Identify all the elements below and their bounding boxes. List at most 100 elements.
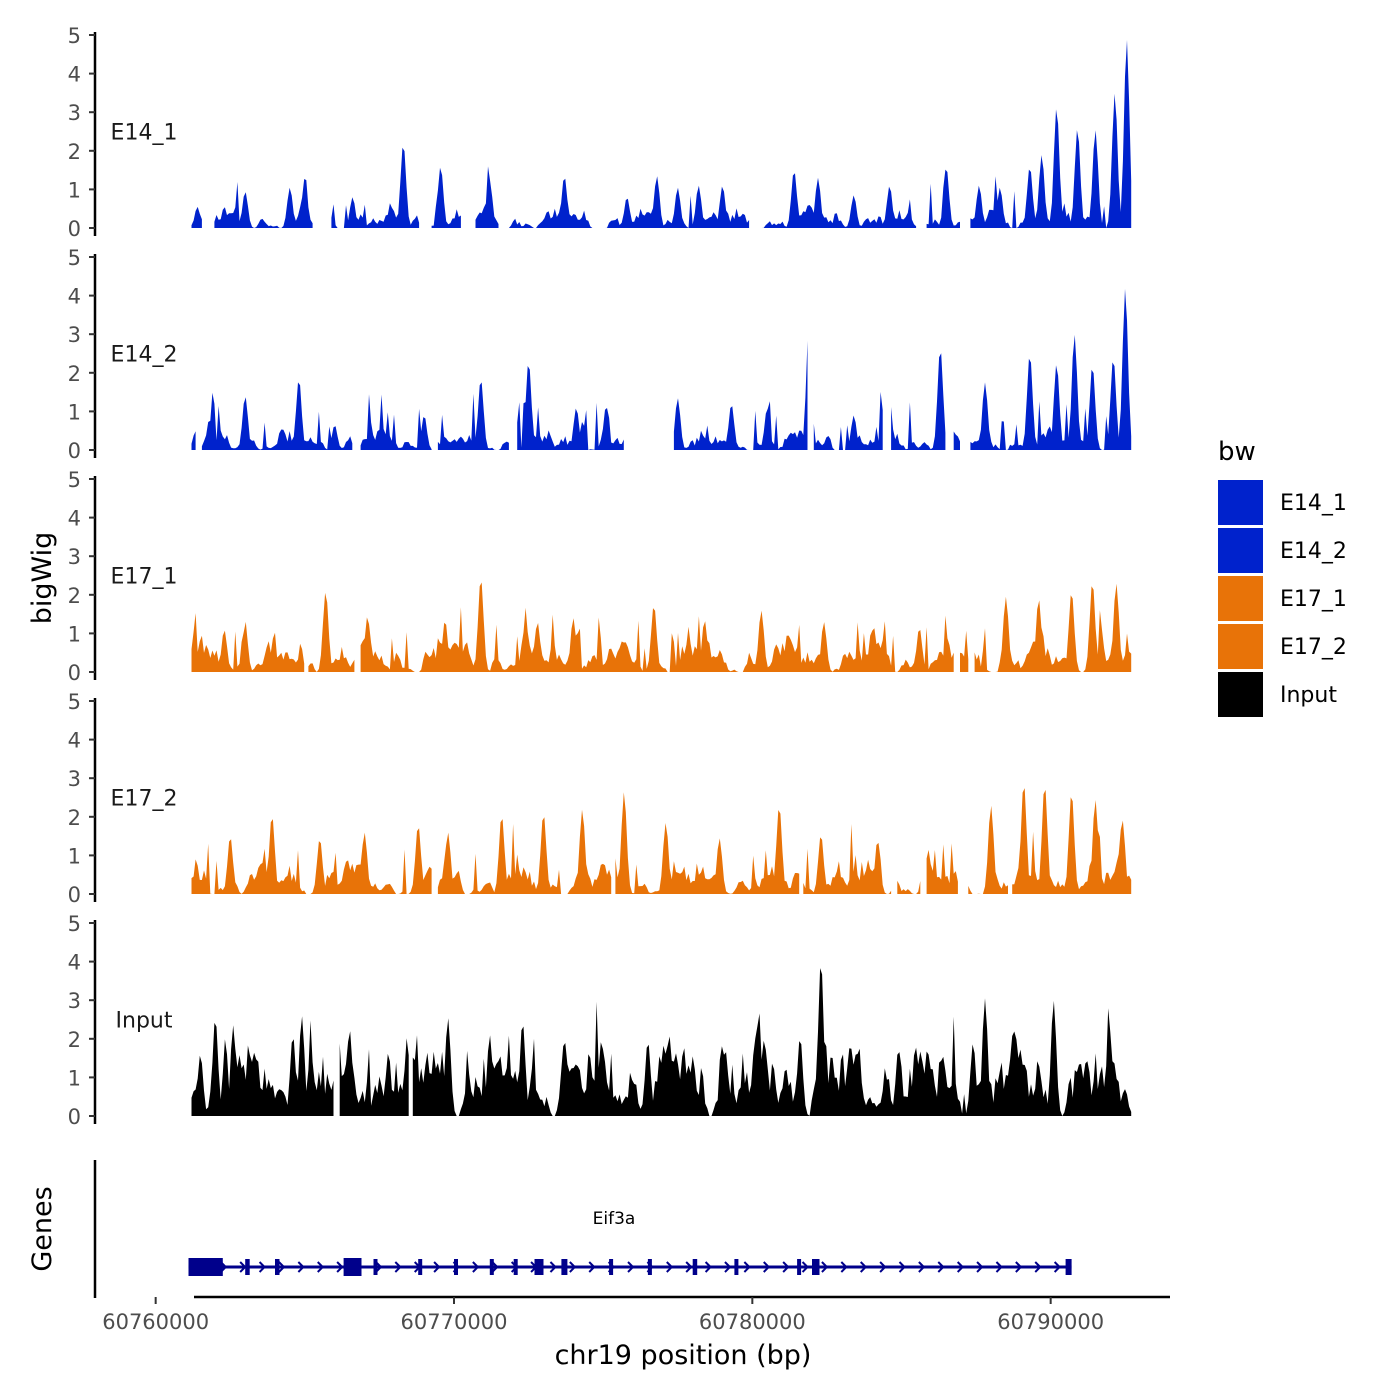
strand-arrow [1053,1261,1062,1273]
strand-arrow [743,1261,751,1273]
coverage-area [191,613,305,672]
strand-arrow [879,1261,887,1273]
y-tick-label: 5 [68,468,81,492]
y-tick-label: 0 [68,439,81,463]
legend-label: E14_1 [1280,491,1347,516]
coverage-area [891,353,946,450]
track-e14-1: 0 1 2 3 4 5 E14_1 [68,24,1132,241]
x-axis: 60760000 60770000 60780000 60790000 [102,1295,1170,1334]
coverage-area [926,843,958,894]
legend-item: E17_2 [1218,624,1347,669]
strand-arrow [433,1261,441,1273]
legend-swatch [1218,672,1263,717]
y-tick-label: 5 [68,912,81,936]
y-tick-label: 0 [68,217,81,241]
exon [513,1259,518,1275]
exon [454,1259,458,1275]
genes-panel: Eif3a [93,1160,1072,1298]
y-tick-label: 5 [68,24,81,48]
exon [373,1259,378,1275]
y-tick-label: 1 [68,1066,81,1090]
strand-arrow [588,1261,596,1273]
strand-arrow [937,1261,945,1273]
legend-swatch [1218,480,1263,525]
y-tick-label: 1 [68,844,81,868]
strand-arrow [782,1261,790,1273]
strand-arrow [704,1261,712,1273]
track-input: 0 1 2 3 4 5 Input [68,912,1132,1129]
exon [489,1259,494,1275]
exon [797,1259,802,1275]
strand-arrow [840,1261,848,1273]
coverage-area [970,288,1132,450]
strand-arrow [976,1261,984,1273]
legend-item: Input [1218,672,1337,717]
coverage-area [308,592,355,672]
coverage-area [1012,788,1132,894]
exon [561,1259,568,1275]
strand-arrow [956,1261,965,1273]
y-tick-label: 0 [68,661,81,685]
strand-arrow [336,1261,344,1273]
track-e17-2: 0 1 2 3 4 5 E17_2 [68,690,1132,907]
strand-arrow [549,1261,557,1273]
coverage-area [191,1016,334,1116]
coverage-area [757,173,917,228]
strand-arrow [666,1261,674,1273]
strand-arrow [859,1261,868,1273]
y-tick-label: 3 [68,989,81,1013]
legend: bw E14_1 E14_2 E17_1 E17_2 Input [1218,437,1347,717]
exon [343,1258,362,1276]
strand-arrow [995,1261,1003,1273]
strand-arrow [724,1261,732,1273]
strand-arrow [297,1261,305,1273]
strand-arrow [239,1261,247,1273]
strand-arrow [278,1261,286,1273]
coverage-area [339,1031,409,1116]
x-tick-label: 60790000 [997,1310,1104,1334]
genes-panel-title: Genes [27,1186,58,1271]
strand-arrow [918,1261,926,1273]
exon [692,1259,698,1275]
y-tick-label: 3 [68,767,81,791]
exon [647,1259,652,1275]
track-label: E17_2 [111,787,178,812]
legend-swatch [1218,576,1263,621]
coverage-area [506,176,750,228]
coverage-area [360,582,954,672]
coverage-area [897,880,921,894]
track-e14-2: 0 1 2 3 4 5 E14_2 [68,246,1132,463]
track-label: E17_1 [111,565,178,590]
y-tick-label: 3 [68,323,81,347]
exon [609,1259,614,1275]
strand-arrow [685,1261,693,1273]
x-tick-label: 60780000 [699,1310,806,1334]
y-tick-label: 1 [68,400,81,424]
y-tick-label: 4 [68,729,81,753]
strand-arrow [627,1261,635,1273]
legend-label: E17_2 [1280,635,1347,660]
coverage-area [191,819,432,894]
coverage-area [191,431,196,450]
coverage-area [475,166,499,228]
y-tick-label: 2 [68,1028,81,1052]
coverage-area [412,968,1132,1116]
coverage-area [673,340,808,450]
exon [534,1259,544,1275]
coverage-area [953,431,960,450]
exon [188,1258,223,1276]
legend-swatch [1218,528,1263,573]
coverage-area [431,167,461,228]
y-tick-label: 5 [68,690,81,714]
y-tick-label: 3 [68,545,81,569]
coverage-area [360,394,432,450]
legend-item: E17_1 [1218,576,1347,621]
y-tick-label: 4 [68,285,81,309]
y-tick-label: 0 [68,883,81,907]
coverage-area [191,206,202,228]
legend-label: E14_2 [1280,539,1347,564]
strand-arrow [569,1261,577,1273]
gene-eif3a: Eif3a [188,1209,1072,1276]
exon [245,1259,250,1275]
coverage-area [517,366,624,450]
